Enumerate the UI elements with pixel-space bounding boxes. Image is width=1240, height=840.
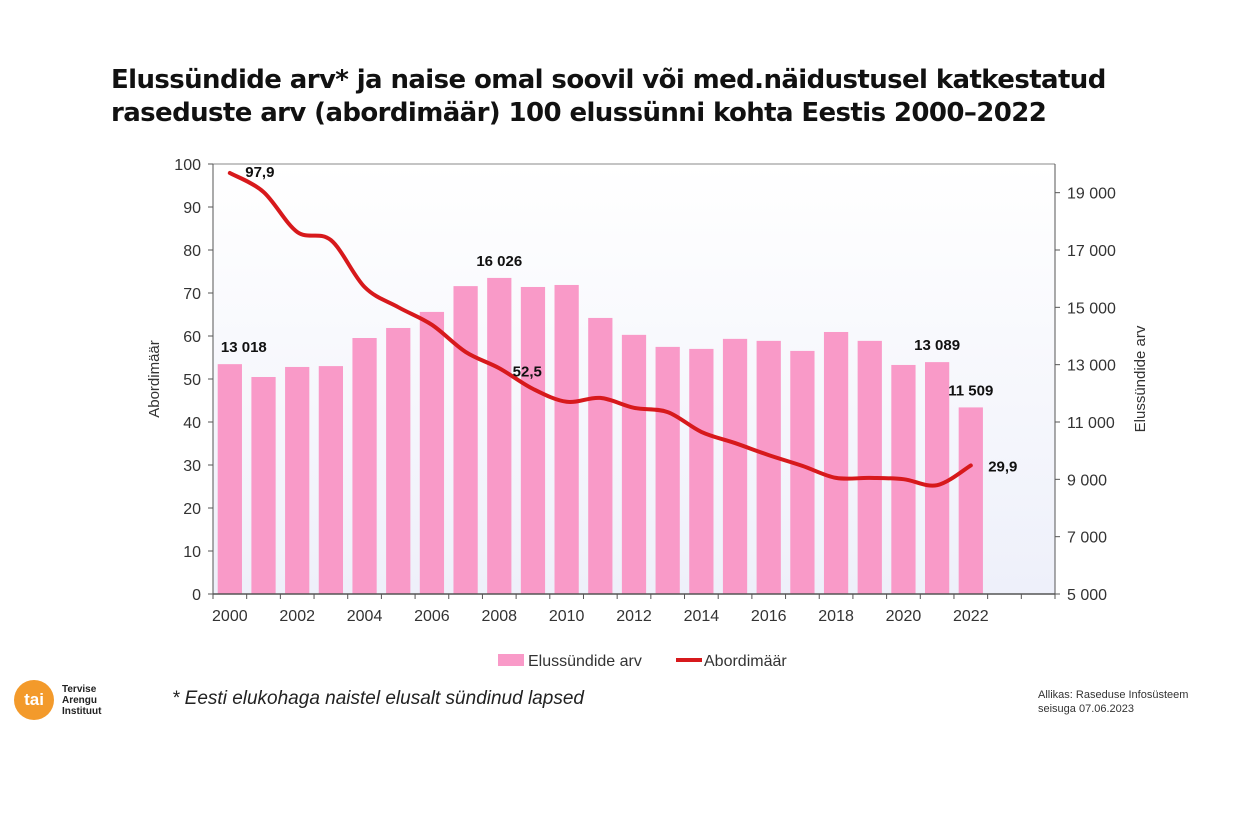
x-tick-label: 2022 bbox=[953, 608, 989, 625]
left-tick-label: 60 bbox=[183, 329, 201, 346]
bar bbox=[386, 327, 411, 594]
left-tick-label: 10 bbox=[183, 544, 201, 561]
bar bbox=[790, 350, 815, 594]
left-tick-label: 0 bbox=[192, 587, 201, 604]
left-tick-label: 40 bbox=[183, 415, 201, 432]
bar-data-label: 13 018 bbox=[221, 339, 267, 356]
source-line: Allikas: Raseduse Infosüsteem bbox=[1038, 689, 1189, 701]
legend-bar-swatch bbox=[498, 654, 524, 666]
logo-text: Tervise Arengu Instituut bbox=[62, 684, 101, 717]
logo-line: Arengu bbox=[62, 694, 97, 706]
logo-line: Tervise bbox=[62, 683, 97, 695]
bar bbox=[419, 311, 445, 594]
right-tick-label: 15 000 bbox=[1067, 300, 1116, 317]
logo: tai Tervise Arengu Instituut bbox=[14, 680, 101, 720]
left-tick-label: 20 bbox=[183, 501, 201, 518]
x-tick-label: 2018 bbox=[818, 608, 854, 625]
bar bbox=[352, 338, 377, 594]
line-data-label: 97,9 bbox=[245, 164, 274, 181]
left-tick-label: 70 bbox=[183, 286, 201, 303]
legend-bar-label: Elussündide arv bbox=[528, 653, 642, 670]
right-tick-label: 9 000 bbox=[1067, 472, 1107, 489]
right-tick-label: 17 000 bbox=[1067, 243, 1116, 260]
x-tick-label: 2008 bbox=[481, 608, 517, 625]
x-tick-label: 2002 bbox=[279, 608, 315, 625]
bar bbox=[318, 366, 344, 594]
right-tick-label: 11 000 bbox=[1067, 415, 1115, 432]
bar-data-label: 13 089 bbox=[914, 337, 960, 354]
logo-mark: tai bbox=[14, 680, 54, 720]
right-tick-label: 19 000 bbox=[1067, 186, 1116, 203]
bar bbox=[217, 364, 242, 594]
bar bbox=[722, 338, 748, 594]
x-tick-label: 2000 bbox=[212, 608, 248, 625]
bar bbox=[251, 376, 276, 594]
combo-chart: 0 10 20 30 40 50 60 70 80 90 100 5 000 7 000 9 000 11 … bbox=[146, 157, 1149, 670]
chart-title: Elussündide arv* ja naise omal soovil võ… bbox=[111, 65, 1106, 128]
right-tick-label: 7 000 bbox=[1067, 530, 1107, 547]
right-tick-label: 5 000 bbox=[1067, 587, 1107, 604]
bar-data-label: 16 026 bbox=[476, 253, 522, 270]
logo-line: Instituut bbox=[62, 705, 102, 717]
bar bbox=[554, 284, 579, 594]
bar bbox=[958, 407, 983, 594]
right-tick-label: 13 000 bbox=[1067, 358, 1116, 375]
left-tick-label: 50 bbox=[183, 372, 201, 389]
x-tick-label: 2014 bbox=[684, 608, 720, 625]
bar bbox=[689, 348, 714, 594]
bar bbox=[924, 362, 950, 594]
right-axis-title: Elussündide arv bbox=[1132, 325, 1149, 432]
bar bbox=[453, 286, 478, 594]
bar bbox=[857, 340, 882, 594]
bar bbox=[520, 286, 546, 594]
left-tick-label: 100 bbox=[174, 157, 201, 174]
source-date: seisuga 07.06.2023 bbox=[1038, 703, 1135, 715]
source-note: Allikas: Raseduse Infosüsteem seisuga 07… bbox=[1038, 688, 1188, 716]
x-tick-label: 2006 bbox=[414, 608, 450, 625]
bar-data-label: 11 509 bbox=[948, 382, 993, 399]
bar bbox=[588, 317, 613, 594]
bar bbox=[621, 334, 647, 594]
bar bbox=[487, 277, 512, 594]
left-tick-label: 80 bbox=[183, 243, 201, 260]
footnote: * Eesti elukohaga naistel elusalt sündin… bbox=[172, 688, 584, 709]
abort-rate-line bbox=[227, 171, 973, 488]
x-tick-label: 2020 bbox=[886, 608, 922, 625]
left-tick-label: 90 bbox=[183, 200, 201, 217]
bar bbox=[655, 346, 680, 594]
bar bbox=[756, 340, 781, 594]
x-tick-label: 2012 bbox=[616, 608, 652, 625]
bar bbox=[285, 366, 310, 594]
x-tick-label: 2004 bbox=[347, 608, 383, 625]
legend-line-label: Abordimäär bbox=[704, 653, 787, 670]
line-data-label: 52,5 bbox=[513, 363, 542, 380]
left-tick-label: 30 bbox=[183, 458, 201, 475]
left-axis-title: Abordimäär bbox=[146, 340, 163, 418]
x-tick-label: 2010 bbox=[549, 608, 585, 625]
x-tick-label: 2016 bbox=[751, 608, 787, 625]
line-data-label: 29,9 bbox=[988, 458, 1017, 475]
bar bbox=[823, 331, 849, 594]
